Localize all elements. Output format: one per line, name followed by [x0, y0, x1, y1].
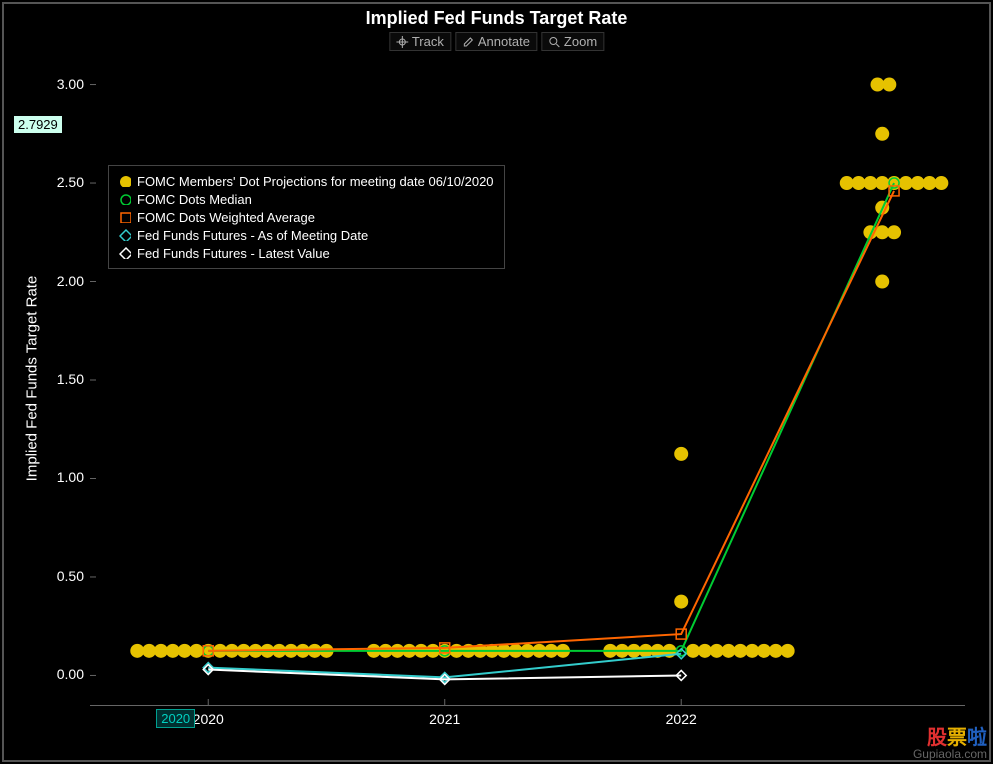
y-tick-label: 1.50	[40, 371, 84, 387]
legend-label: FOMC Dots Median	[137, 192, 252, 207]
legend-item: FOMC Members' Dot Projections for meetin…	[119, 172, 494, 190]
legend-label: Fed Funds Futures - Latest Value	[137, 246, 330, 261]
y-tick-label: 2.00	[40, 273, 84, 289]
y-axis-label: Implied Fed Funds Target Rate	[24, 249, 41, 509]
legend-label: Fed Funds Futures - As of Meeting Date	[137, 228, 368, 243]
legend-label: FOMC Dots Weighted Average	[137, 210, 315, 225]
y-tick-label: 1.00	[40, 469, 84, 485]
zoom-button[interactable]: Zoom	[541, 32, 604, 51]
legend-label: FOMC Members' Dot Projections for meetin…	[137, 174, 494, 189]
legend-marker-icon	[119, 247, 131, 259]
legend-marker-icon	[119, 229, 131, 241]
legend-item: FOMC Dots Median	[119, 190, 494, 208]
legend-item: Fed Funds Futures - Latest Value	[119, 244, 494, 262]
x-tick-label: 2022	[656, 711, 706, 727]
legend: FOMC Members' Dot Projections for meetin…	[108, 165, 505, 269]
x-value-highlight: 2020	[156, 709, 195, 728]
chart-title: Implied Fed Funds Target Rate	[0, 8, 993, 29]
pencil-icon	[462, 36, 474, 48]
y-tick-label: 3.00	[40, 76, 84, 92]
y-tick-label: 2.50	[40, 174, 84, 190]
magnifier-icon	[548, 36, 560, 48]
legend-marker-icon	[119, 211, 131, 223]
y-tick-label: 0.50	[40, 568, 84, 584]
chart-toolbar: Track Annotate Zoom	[389, 32, 604, 51]
legend-marker-icon	[119, 175, 131, 187]
y-tick-label: 0.00	[40, 666, 84, 682]
legend-item: FOMC Dots Weighted Average	[119, 208, 494, 226]
plot-area	[90, 55, 965, 706]
x-tick-label: 2021	[420, 711, 470, 727]
track-label: Track	[412, 34, 444, 49]
chart-container: Implied Fed Funds Target Rate Track Anno…	[0, 0, 993, 764]
legend-item: Fed Funds Futures - As of Meeting Date	[119, 226, 494, 244]
annotate-button[interactable]: Annotate	[455, 32, 537, 51]
watermark-url: Gupiaola.com	[913, 748, 987, 760]
watermark-logo: 股票啦	[913, 728, 987, 748]
watermark: 股票啦 Gupiaola.com	[913, 728, 987, 760]
y-value-highlight: 2.7929	[14, 116, 62, 133]
crosshair-icon	[396, 36, 408, 48]
track-button[interactable]: Track	[389, 32, 451, 51]
legend-marker-icon	[119, 193, 131, 205]
zoom-label: Zoom	[564, 34, 597, 49]
annotate-label: Annotate	[478, 34, 530, 49]
